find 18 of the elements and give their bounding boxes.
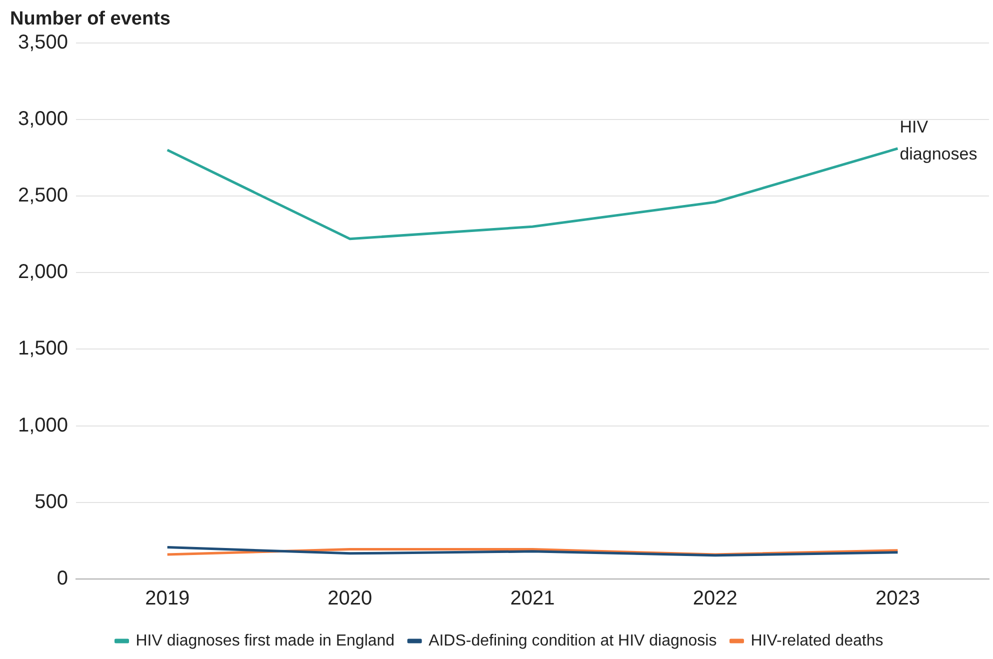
y-tick-label: 2,000 <box>18 261 68 284</box>
y-axis-title: Number of events <box>10 8 170 30</box>
y-tick-label: 0 <box>56 568 68 590</box>
y-tick-label: 3,000 <box>18 108 68 130</box>
x-tick-label: 2022 <box>692 588 738 610</box>
x-tick-label: 2023 <box>875 588 920 610</box>
y-tick-label: 1,500 <box>18 338 68 360</box>
annotation: HIV diagnoses <box>900 118 978 164</box>
legend-label: HIV-related deaths <box>750 632 884 650</box>
y-tick-label: 500 <box>34 490 68 513</box>
legend-label: HIV diagnoses first made in England <box>136 632 395 650</box>
x-tick-label: 2019 <box>145 588 190 610</box>
x-tick-label: 2021 <box>510 588 555 610</box>
y-tick-label: 2,500 <box>18 184 68 207</box>
x-tick-label: 2020 <box>328 588 372 610</box>
y-tick-label: 3,500 <box>18 31 68 54</box>
legend-label: AIDS-defining condition at HIV diagnosis <box>428 632 717 650</box>
y-tick-label: 1,000 <box>18 414 68 436</box>
